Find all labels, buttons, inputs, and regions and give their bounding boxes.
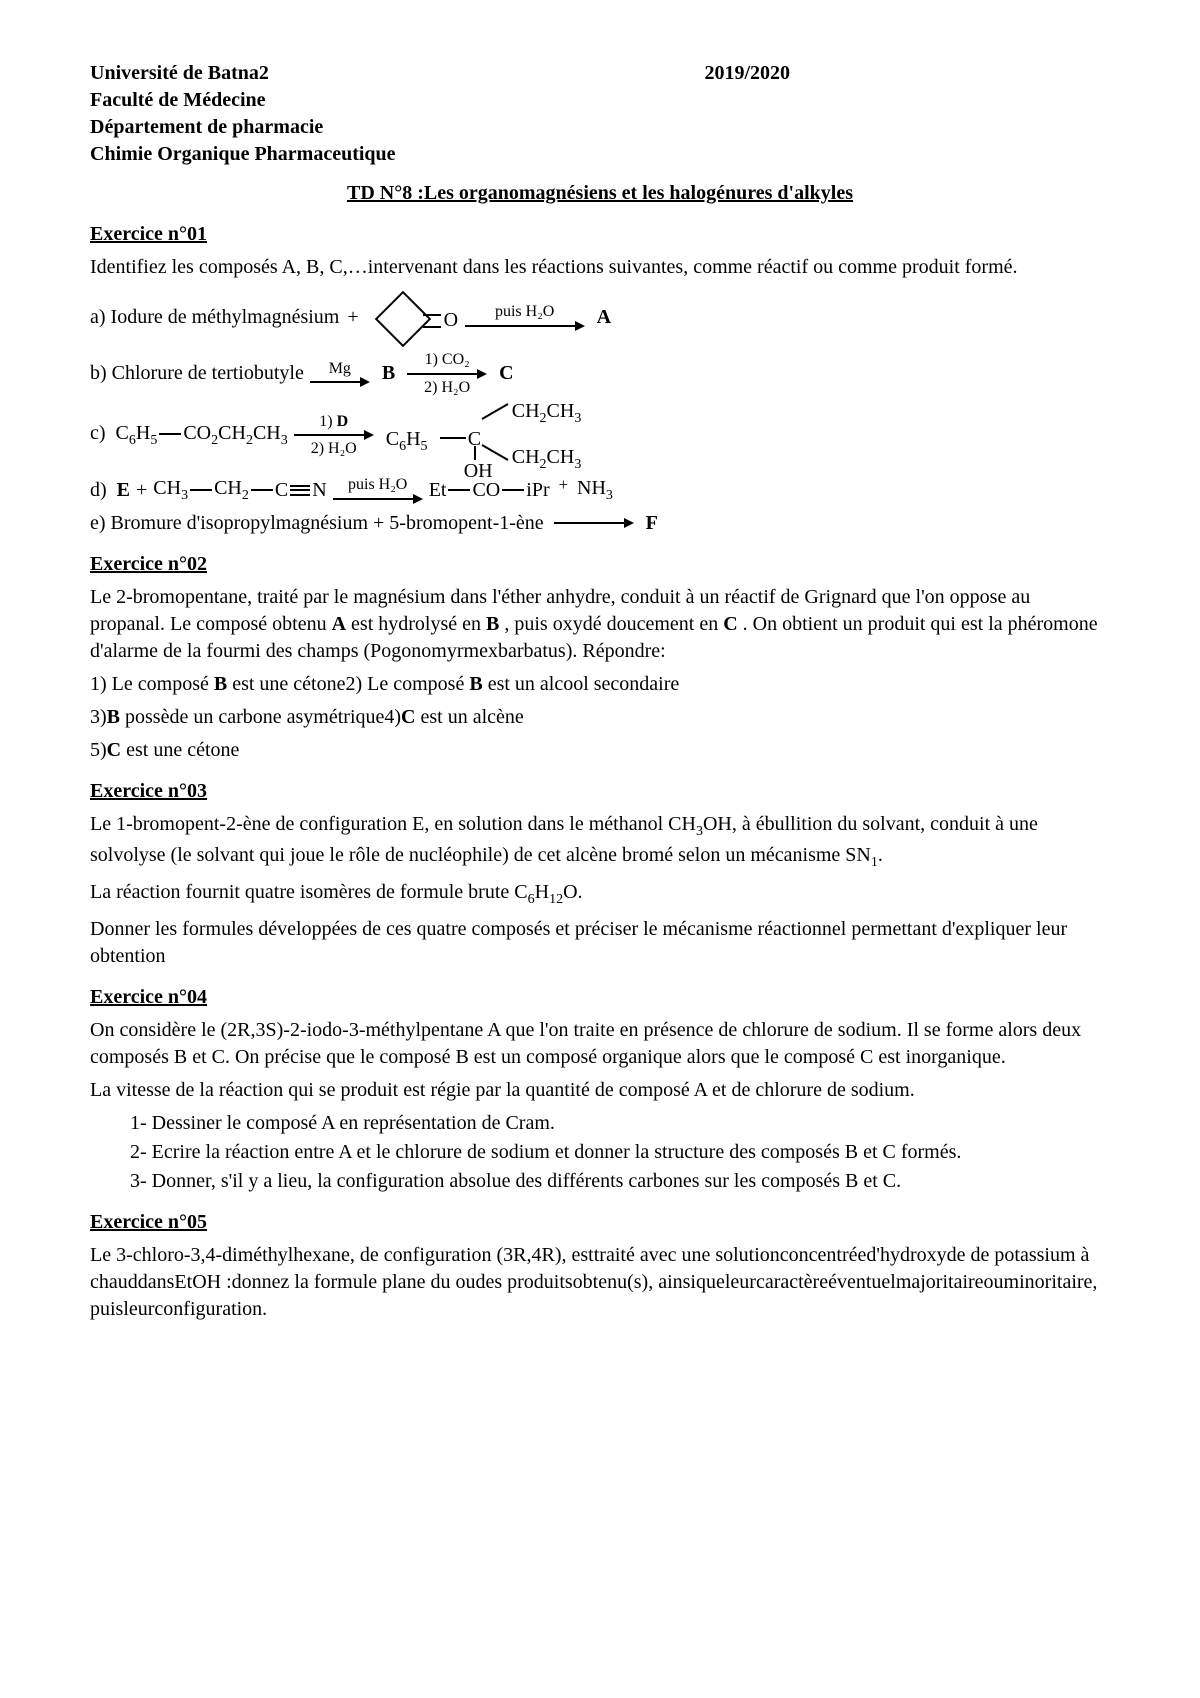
ex2-heading: Exercice n°02 <box>90 551 1110 578</box>
ex1-heading: Exercice n°01 <box>90 221 1110 248</box>
frag-et: Et <box>429 477 447 504</box>
plus-sign: + <box>136 477 147 504</box>
page: Université de Batna2 2019/2020 Faculté d… <box>0 0 1200 1698</box>
header-year: 2019/2020 <box>704 60 1110 87</box>
arrow-icon: puis H₂O <box>465 303 585 331</box>
t: est un alcool secondaire <box>483 673 680 695</box>
ex1-a-label: a) Iodure de méthylmagnésium <box>90 304 339 331</box>
ex1-d-E: E <box>117 477 130 504</box>
doc-title: TD N°8 :Les organomagnésiens et les halo… <box>90 180 1110 207</box>
header-department: Département de pharmacie <box>90 114 1110 141</box>
header-row: Université de Batna2 2019/2020 <box>90 60 1110 87</box>
t: B <box>469 673 482 695</box>
ex3-p3: Donner les formules développées de ces q… <box>90 916 1110 970</box>
ex1-a-product: A <box>597 304 611 331</box>
ex1-b-product: C <box>499 360 513 387</box>
arrow-icon: Mg <box>310 360 370 388</box>
t: 1) Le composé <box>90 673 214 695</box>
t: C <box>401 706 415 728</box>
arrow-d-top: puis H₂O <box>348 476 407 494</box>
plus-sign: + <box>347 304 358 331</box>
ex2-p1: Le 2-bromopentane, traité par le magnési… <box>90 584 1110 665</box>
t: B <box>214 673 227 695</box>
ex2-line3: 5)C est une cétone <box>90 737 1110 764</box>
ex5-p: Le 3-chloro-3,4-diméthylhexane, de confi… <box>90 1242 1110 1323</box>
ex2-p1b: est hydrolysé en <box>351 613 486 635</box>
ex3-p1: Le 1-bromopent-2-ène de configuration E,… <box>90 811 1110 873</box>
frag-oh: OH <box>464 458 493 485</box>
ex2-p1c: , puis oxydé doucement en <box>504 613 723 635</box>
ex1-c-product-structure: C6H5 C CH2CH3 CH2CH3 OH <box>386 400 616 470</box>
ex4-list: 1- Dessiner le composé A en représentati… <box>130 1110 1110 1195</box>
cyclobutanone-icon: O <box>371 287 431 347</box>
ex2-B: B <box>486 613 499 635</box>
arrow-icon <box>554 518 634 528</box>
triple-bond-icon <box>290 485 310 496</box>
arrow-b2-bot: 2) H₂O <box>424 379 470 397</box>
ex1-c-label: c) C6H5CO2CH2CH3 <box>90 420 288 451</box>
plus-sign: + <box>554 474 573 506</box>
ex3-p2: La réaction fournit quatre isomères de f… <box>90 879 1110 910</box>
list-item: 3- Donner, s'il y a lieu, la configurati… <box>130 1168 1110 1195</box>
t: B <box>107 706 120 728</box>
ex1-b: b) Chlorure de tertiobutyle Mg B 1) CO₂ … <box>90 351 1110 396</box>
ex4-p1: On considère le (2R,3S)-2-iodo-3-méthylp… <box>90 1017 1110 1071</box>
ex2-line1: 1) Le composé B est une cétone2) Le comp… <box>90 671 1110 698</box>
arrow-b1-top: Mg <box>329 360 351 378</box>
ex1-intro: Identifiez les composés A, B, C,…interve… <box>90 254 1110 281</box>
arrow-c-bot: 2) H₂O <box>311 440 357 458</box>
t: possède un carbone asymétrique4) <box>120 706 401 728</box>
frag-c: C <box>275 477 288 504</box>
ex1-e: e) Bromure d'isopropylmagnésium + 5-brom… <box>90 510 1110 537</box>
header-faculty: Faculté de Médecine <box>90 87 1110 114</box>
frag-ipr: iPr <box>526 477 549 504</box>
ex3-heading: Exercice n°03 <box>90 778 1110 805</box>
ex1-b-label: b) Chlorure de tertiobutyle <box>90 360 304 387</box>
header-course: Chimie Organique Pharmaceutique <box>90 141 1110 168</box>
arrow-a-top: puis H₂O <box>495 303 554 321</box>
ex2-C: C <box>723 613 737 635</box>
arrow-c-top: 1) D <box>319 413 348 430</box>
ex1-a: a) Iodure de méthylmagnésium + O puis H₂… <box>90 287 1110 347</box>
frag-phenyl: C6H5 <box>386 426 428 457</box>
t: est une cétone <box>121 739 239 761</box>
ex2-line2: 3)B possède un carbone asymétrique4)C es… <box>90 704 1110 731</box>
t: C <box>107 739 121 761</box>
frag-ch2: CH2 <box>214 475 249 506</box>
ex4-heading: Exercice n°04 <box>90 984 1110 1011</box>
frag-n: N <box>312 477 326 504</box>
t: 3) <box>90 706 107 728</box>
list-item: 2- Ecrire la réaction entre A et le chlo… <box>130 1139 1110 1166</box>
ex2-A: A <box>332 613 346 635</box>
ex1-d-lead: d) <box>90 477 107 504</box>
frag-nh3: NH3 <box>577 475 613 506</box>
ex5-heading: Exercice n°05 <box>90 1209 1110 1236</box>
frag-et2: CH2CH3 <box>512 444 582 475</box>
ex4-p2: La vitesse de la réaction qui se produit… <box>90 1077 1110 1104</box>
list-item: 1- Dessiner le composé A en représentati… <box>130 1110 1110 1137</box>
ex1-c: c) C6H5CO2CH2CH3 1) D 2) H₂O C6H5 C CH2C… <box>90 400 1110 470</box>
ex1-e-product: F <box>646 510 658 537</box>
frag-et1: CH2CH3 <box>512 398 582 429</box>
t: 5) <box>90 739 107 761</box>
arrow-icon: puis H₂O <box>333 476 423 504</box>
arrow-icon: 1) D 2) H₂O <box>294 413 374 458</box>
arrow-icon: 1) CO₂ 2) H₂O <box>407 351 487 396</box>
ketone-O: O <box>444 307 458 334</box>
t: est un alcène <box>415 706 523 728</box>
ex1-e-text: e) Bromure d'isopropylmagnésium + 5-brom… <box>90 510 544 537</box>
arrow-b2-top: 1) CO₂ <box>425 351 470 369</box>
ex1-d: d) E + CH3 CH2 C N puis H₂O Et CO iPr + … <box>90 474 1110 506</box>
header-university: Université de Batna2 <box>90 60 269 87</box>
ex1-b-mid: B <box>382 360 395 387</box>
t: est une cétone2) Le composé <box>227 673 469 695</box>
frag-ch3: CH3 <box>153 475 188 506</box>
